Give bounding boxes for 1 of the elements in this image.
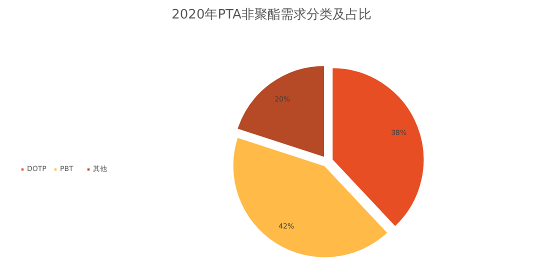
chart-title: 2020年PTA非聚酯需求分类及占比 [172, 8, 372, 22]
